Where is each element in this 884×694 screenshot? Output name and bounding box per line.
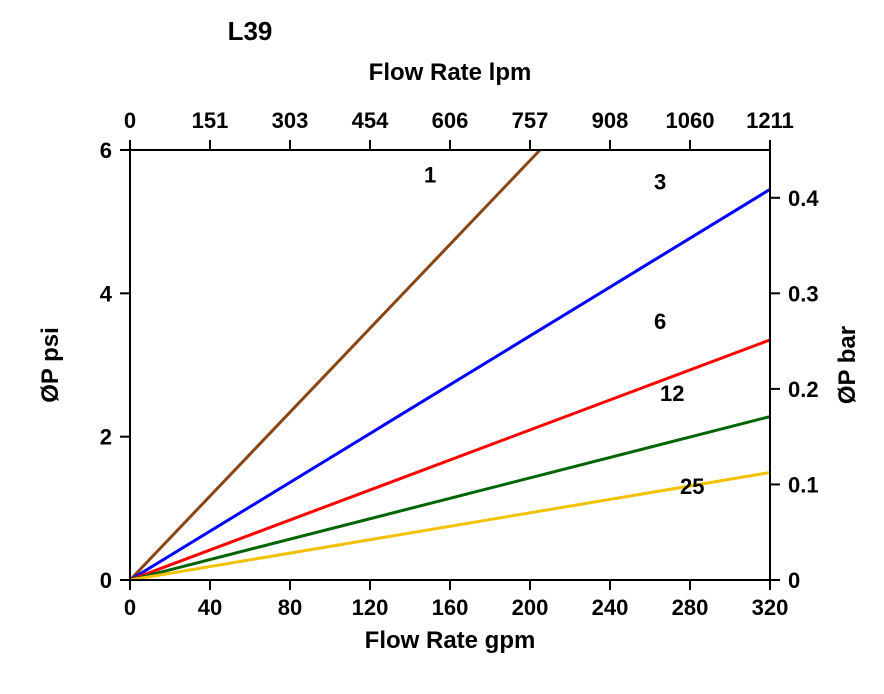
y-right-tick-label: 0.2 <box>788 377 819 402</box>
x-top-tick-label: 303 <box>272 108 309 133</box>
series-label-12: 12 <box>660 381 684 406</box>
series-label-1: 1 <box>424 162 436 187</box>
x-top-axis-label: Flow Rate lpm <box>369 59 532 86</box>
x-top-tick-label: 1211 <box>746 108 794 133</box>
x-top-tick-label: 0 <box>124 108 136 133</box>
y-left-axis-label: ØP psi <box>37 327 64 403</box>
y-left-tick-label: 0 <box>100 568 112 593</box>
y-right-tick-label: 0.1 <box>788 472 819 497</box>
x-bottom-axis-label: Flow Rate gpm <box>365 627 536 654</box>
x-top-tick-label: 757 <box>512 108 549 133</box>
chart-title: L39 <box>228 16 273 46</box>
y-left-tick-label: 4 <box>100 281 113 306</box>
y-right-tick-label: 0.3 <box>788 281 819 306</box>
x-bottom-tick-label: 320 <box>752 595 789 620</box>
x-top-tick-label: 606 <box>432 108 469 133</box>
y-left-tick-label: 2 <box>100 425 112 450</box>
x-bottom-tick-label: 160 <box>432 595 469 620</box>
x-bottom-tick-label: 0 <box>124 595 136 620</box>
x-bottom-tick-label: 200 <box>512 595 549 620</box>
series-label-3: 3 <box>654 169 666 194</box>
x-bottom-tick-label: 120 <box>352 595 389 620</box>
x-bottom-tick-label: 240 <box>592 595 629 620</box>
x-top-tick-label: 908 <box>592 108 629 133</box>
y-right-axis-label: ØP bar <box>834 326 861 404</box>
x-top-tick-label: 454 <box>352 108 389 133</box>
x-top-tick-label: 1060 <box>666 108 715 133</box>
y-left-tick-label: 6 <box>100 138 112 163</box>
y-right-tick-label: 0 <box>788 568 800 593</box>
x-bottom-tick-label: 80 <box>278 595 302 620</box>
x-bottom-tick-label: 280 <box>672 595 709 620</box>
x-top-tick-label: 151 <box>192 108 229 133</box>
chart-container: L39Flow Rate lpm015130345460675790810601… <box>0 0 884 694</box>
chart-svg: L39Flow Rate lpm015130345460675790810601… <box>0 0 884 694</box>
x-bottom-tick-label: 40 <box>198 595 222 620</box>
series-label-25: 25 <box>680 474 704 499</box>
y-right-tick-label: 0.4 <box>788 186 819 211</box>
series-label-6: 6 <box>654 309 666 334</box>
